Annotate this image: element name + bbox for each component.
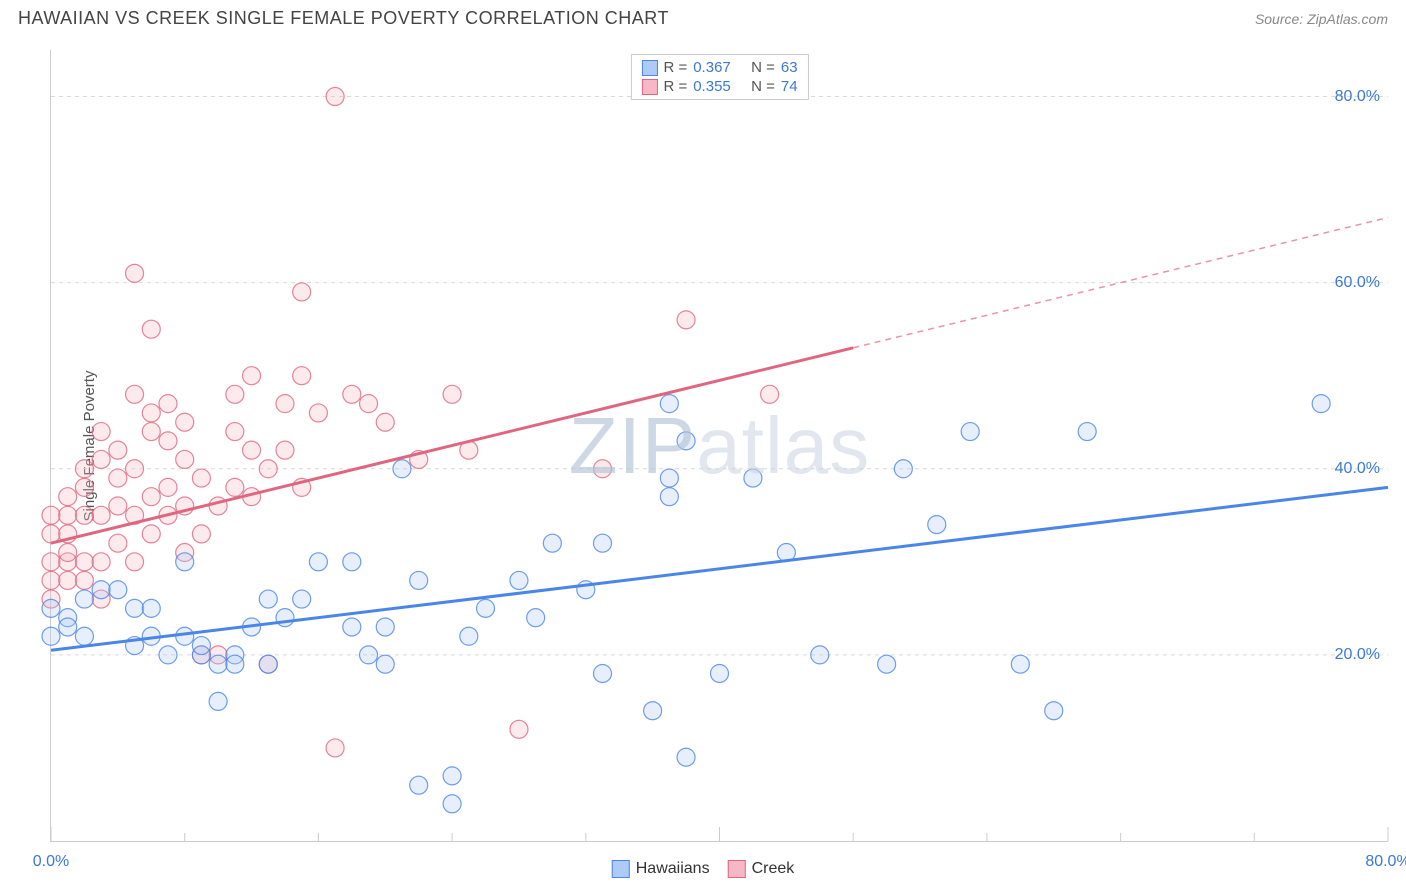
legend-swatch-icon — [728, 860, 746, 878]
stats-row-creek: R = 0.355 N = 74 — [641, 77, 797, 96]
chart-title: HAWAIIAN VS CREEK SINGLE FEMALE POVERTY … — [18, 8, 669, 29]
source-attribution: Source: ZipAtlas.com — [1255, 11, 1388, 27]
y-tick-label: 40.0% — [1335, 460, 1380, 478]
stats-row-hawaiians: R = 0.367 N = 63 — [641, 58, 797, 77]
legend-swatch-creek — [641, 79, 657, 95]
legend-item-creek: Creek — [728, 860, 795, 878]
legend-swatch-hawaiians — [641, 60, 657, 76]
x-tick-label: 0.0% — [33, 853, 69, 871]
y-tick-label: 60.0% — [1335, 274, 1380, 292]
legend-item-hawaiians: Hawaiians — [612, 860, 710, 878]
n-value-creek: 74 — [781, 78, 798, 95]
n-value-hawaiians: 63 — [781, 59, 798, 76]
scatter-plot-svg — [51, 50, 1388, 841]
r-value-hawaiians: 0.367 — [693, 59, 731, 76]
x-tick-label: 80.0% — [1365, 853, 1406, 871]
r-value-creek: 0.355 — [693, 78, 731, 95]
chart-plot-area: ZIPatlas R = 0.367 N = 63 R = 0.355 N = … — [50, 50, 1388, 842]
stats-legend-box: R = 0.367 N = 63 R = 0.355 N = 74 — [630, 54, 808, 100]
legend-swatch-icon — [612, 860, 630, 878]
series-legend: Hawaiians Creek — [612, 860, 795, 878]
y-tick-label: 80.0% — [1335, 88, 1380, 106]
y-tick-label: 20.0% — [1335, 646, 1380, 664]
